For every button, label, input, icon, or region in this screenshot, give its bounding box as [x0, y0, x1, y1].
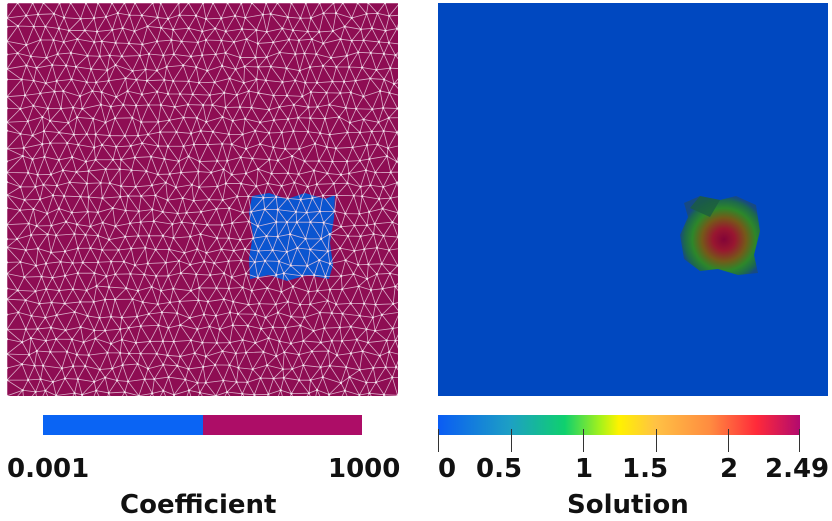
coefficient-max-label: 1000 — [328, 454, 401, 484]
tick-0 — [438, 429, 440, 452]
solution-plot — [438, 3, 828, 396]
tick-2.49 — [799, 429, 801, 452]
tick-label-0.5: 0.5 — [476, 454, 523, 484]
solution-title: Solution — [567, 490, 689, 520]
tick-label-1.5: 1.5 — [622, 454, 669, 484]
solution-colorbar — [438, 415, 800, 435]
tick-0.5 — [511, 429, 513, 452]
colorbar-high-segment — [202, 415, 362, 435]
mesh-wireframe — [7, 3, 398, 396]
tick-label-2: 2 — [720, 454, 739, 484]
tick-2 — [728, 429, 730, 452]
coefficient-plot — [7, 3, 398, 396]
coefficient-title: Coefficient — [120, 490, 277, 520]
solution-bump — [680, 196, 760, 275]
tick-1 — [583, 429, 585, 452]
colorbar-low-segment — [43, 415, 203, 435]
coefficient-min-label: 0.001 — [7, 454, 90, 484]
coefficient-colorbar — [43, 415, 362, 435]
tick-label-0: 0 — [438, 454, 457, 484]
tick-1.5 — [656, 429, 658, 452]
tick-label-2.49: 2.49 — [765, 454, 830, 484]
tick-label-1: 1 — [575, 454, 594, 484]
